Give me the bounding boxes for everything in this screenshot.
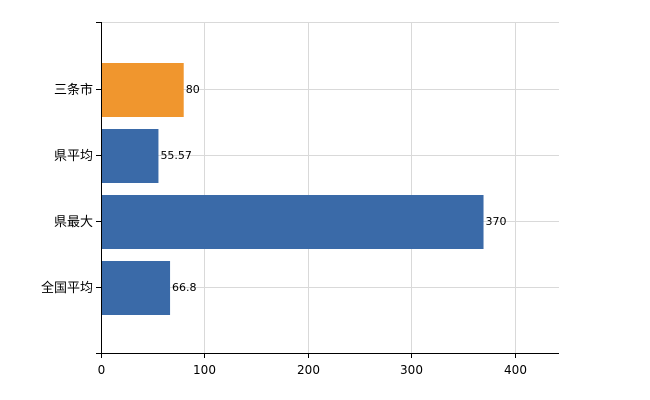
bar-3 <box>101 261 171 315</box>
data-label-0: 80 <box>186 83 200 96</box>
x-tick-label-1: 100 <box>193 363 216 377</box>
y-tick-label-1: 県平均 <box>54 149 93 164</box>
y-tick-label-3: 全国平均 <box>41 280 93 296</box>
data-labels: 80 55.57 370 66.8 <box>160 83 506 294</box>
y-tick-label-2: 県最大 <box>54 215 93 230</box>
data-label-3: 66.8 <box>172 281 197 294</box>
y-tick-label-0: 三条市 <box>54 82 93 98</box>
bars <box>101 63 484 315</box>
x-tick-label-4: 400 <box>504 363 527 377</box>
bar-1 <box>101 129 159 183</box>
x-tick-label-0: 0 <box>98 363 106 377</box>
data-label-1: 55.57 <box>160 149 192 162</box>
data-label-2: 370 <box>486 215 507 228</box>
x-tick-label-2: 200 <box>297 363 320 377</box>
bar-2 <box>101 195 484 249</box>
bar-0 <box>101 63 184 117</box>
x-tick-label-3: 300 <box>400 363 423 377</box>
axes <box>101 22 559 354</box>
